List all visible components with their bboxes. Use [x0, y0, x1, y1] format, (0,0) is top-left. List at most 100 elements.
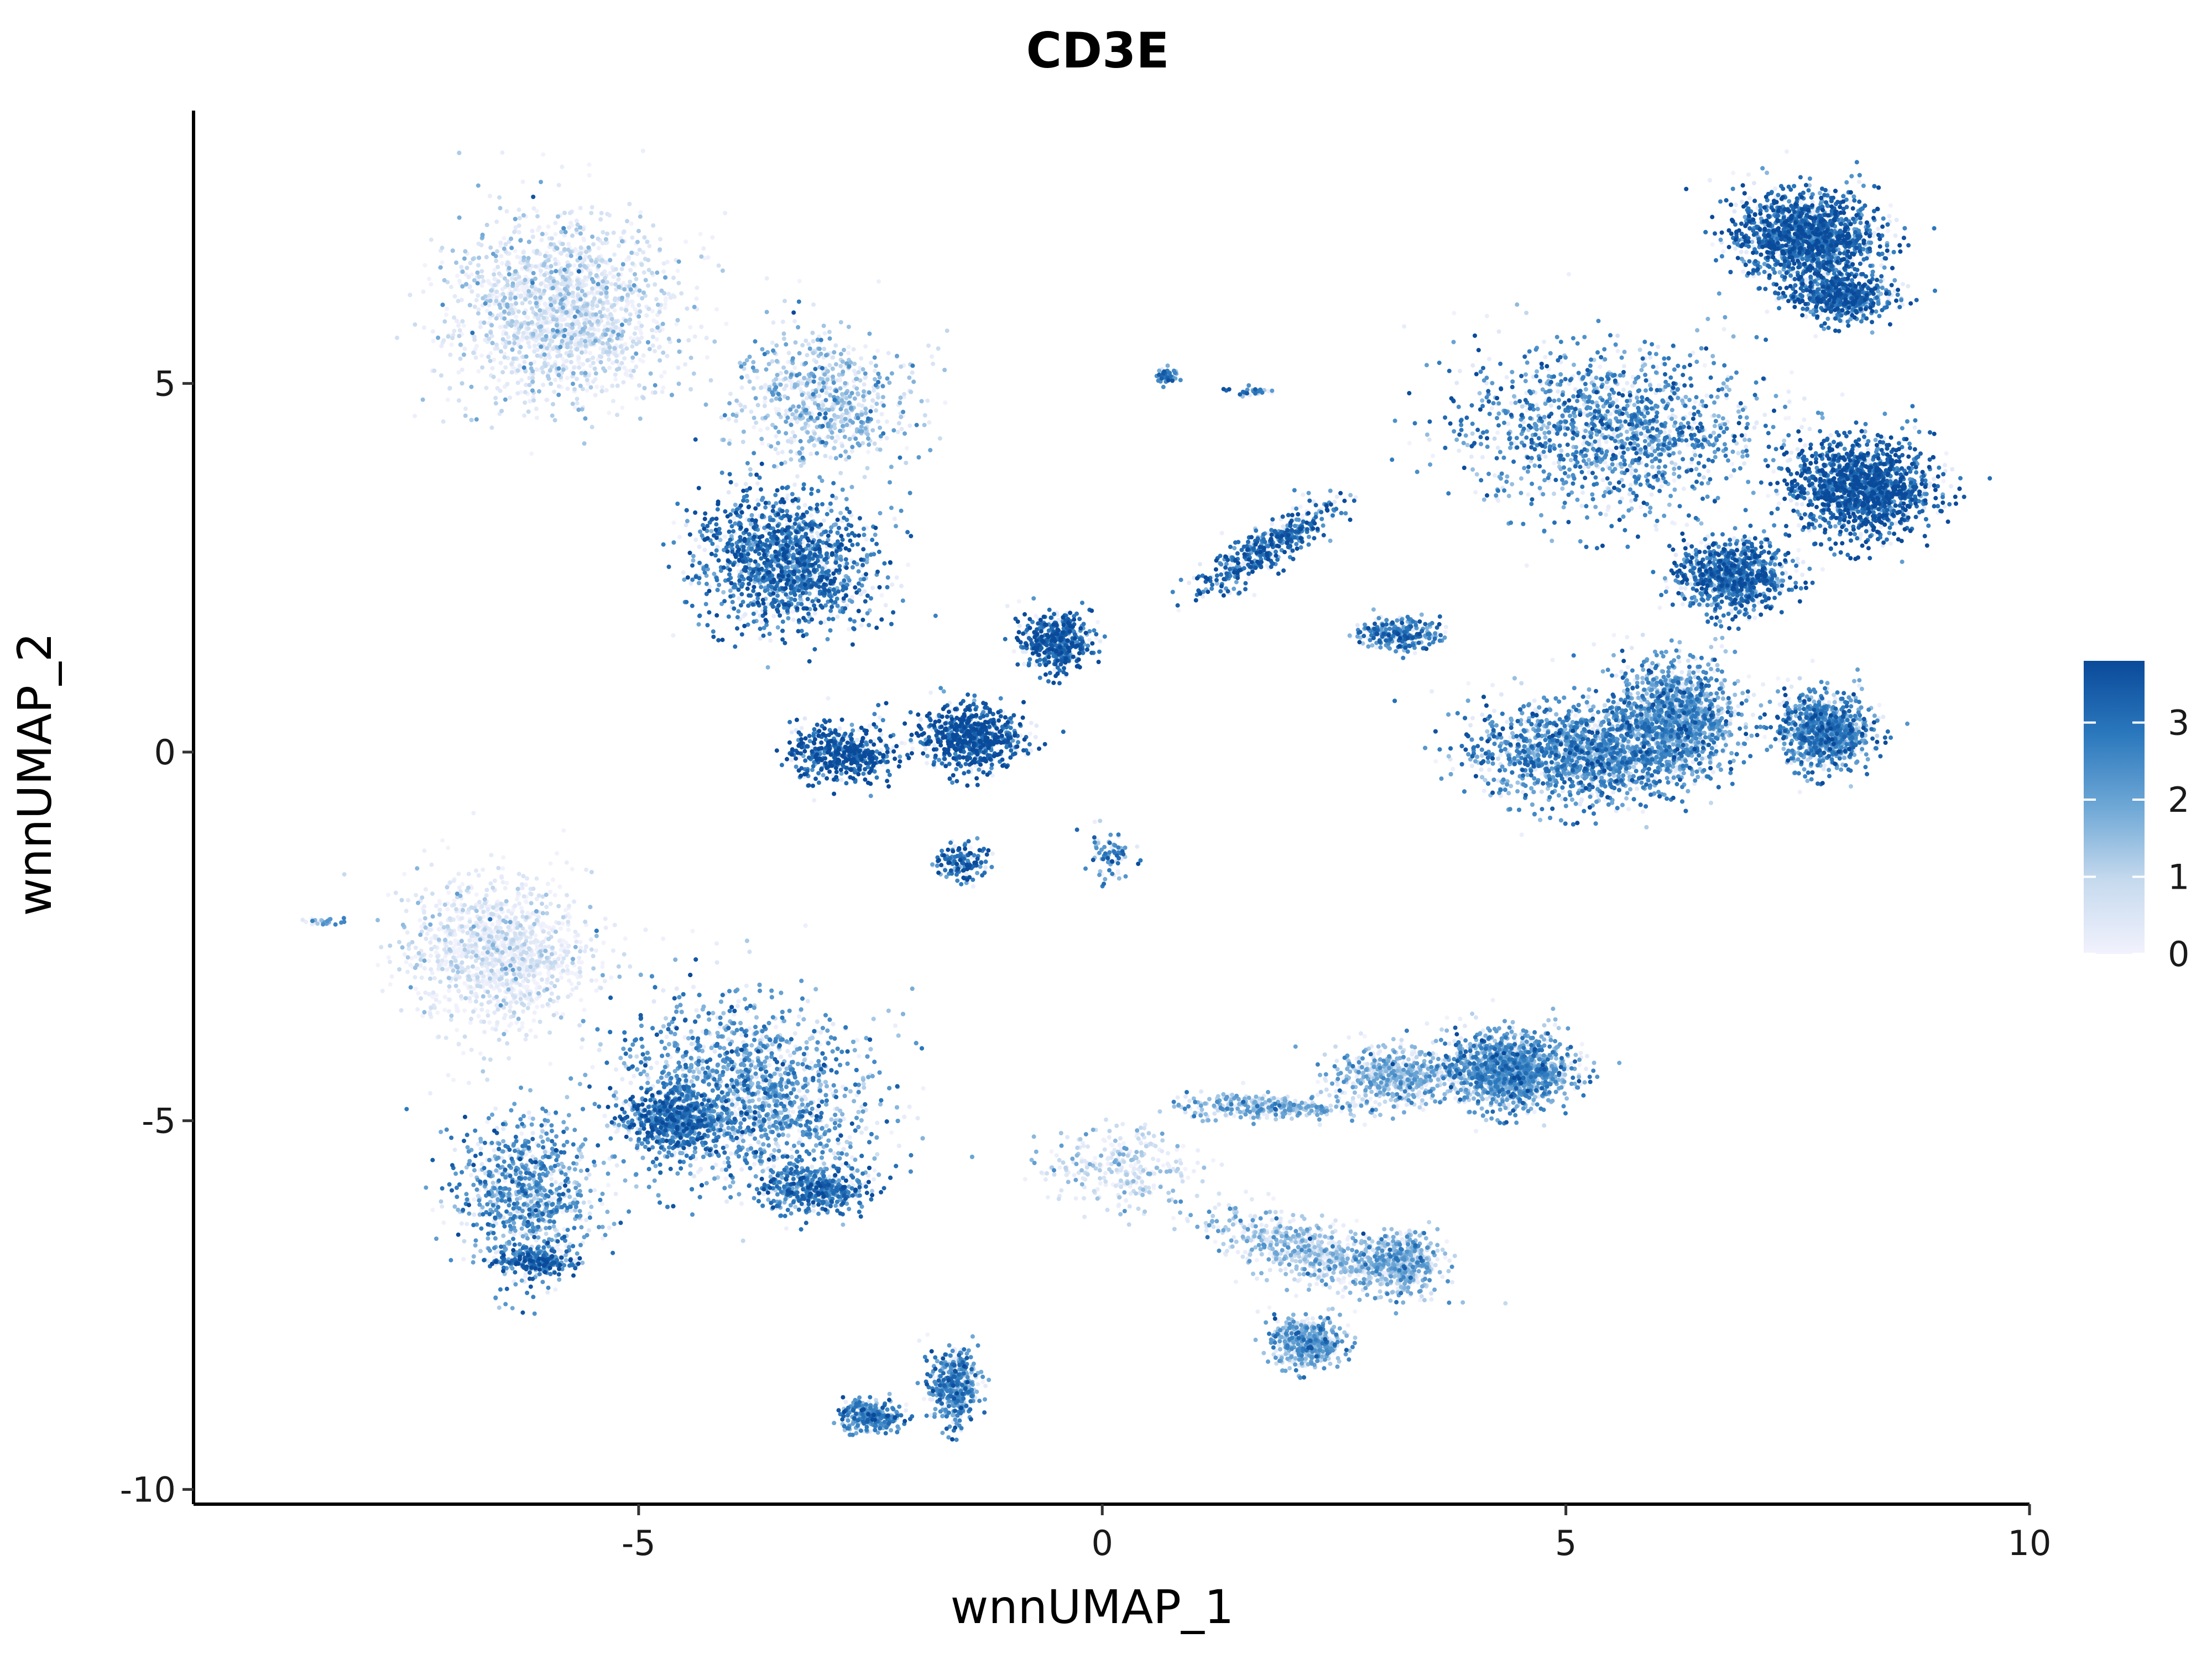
cell-point [429, 953, 433, 958]
cell-point [1888, 204, 1893, 208]
cell-point [624, 372, 628, 376]
cell-point [1049, 1149, 1053, 1154]
cell-point [445, 907, 450, 911]
cell-point [425, 932, 430, 936]
cell-point [828, 1087, 832, 1092]
cell-point [763, 400, 767, 404]
cell-point [1431, 453, 1435, 458]
cell-point [1699, 540, 1704, 545]
cell-point [724, 1177, 728, 1181]
cell-point [502, 236, 506, 241]
cell-point [1347, 1035, 1351, 1040]
cell-point [414, 954, 418, 959]
cell-point [1639, 505, 1643, 509]
cell-point [561, 1209, 565, 1214]
cell-point [515, 255, 519, 259]
cell-point [1668, 429, 1672, 434]
cell-point [809, 1061, 813, 1065]
cell-point [559, 926, 563, 931]
cell-point [1445, 1015, 1449, 1020]
cell-point [416, 991, 421, 995]
cell-point [440, 260, 445, 265]
cell-point [768, 639, 773, 643]
cell-point [422, 848, 426, 853]
cell-point [1363, 1034, 1367, 1039]
cell-point [548, 1062, 552, 1066]
cell-point [1532, 1110, 1537, 1114]
cell-point [1095, 620, 1100, 624]
cell-point [460, 882, 465, 886]
cell-point [1117, 1143, 1121, 1147]
cell-point [676, 269, 680, 273]
cell-point [1684, 523, 1689, 527]
cell-point [760, 620, 764, 624]
cell-point [634, 397, 639, 401]
cell-point [577, 956, 581, 960]
cell-point [723, 534, 727, 539]
cell-point [705, 355, 709, 359]
cell-point [791, 1110, 795, 1114]
cell-point [462, 324, 466, 328]
cell-point [1766, 494, 1770, 498]
cell-point [561, 828, 566, 833]
cell-point [501, 855, 505, 859]
cell-point [630, 304, 635, 308]
cell-point [873, 1168, 877, 1173]
cell-point [661, 385, 666, 390]
cell-point [1244, 1190, 1248, 1194]
cell-point [602, 941, 606, 945]
cell-point [1093, 1156, 1097, 1160]
cell-point [375, 963, 380, 967]
cell-point [758, 428, 763, 432]
cell-point [524, 899, 528, 904]
cell-point [1495, 430, 1500, 435]
cell-point [498, 325, 503, 329]
cell-point [1525, 564, 1529, 568]
cell-point [710, 235, 714, 239]
cell-point [455, 1006, 459, 1010]
cell-point [971, 884, 975, 889]
cell-point [505, 881, 509, 885]
cell-point [622, 366, 627, 370]
cell-point [629, 221, 634, 226]
cell-point [519, 1131, 524, 1136]
cell-point [443, 995, 447, 999]
cell-point [1796, 548, 1801, 552]
cell-point [507, 1024, 512, 1028]
cell-point [418, 918, 422, 922]
cell-point [1798, 790, 1802, 794]
cell-point [553, 232, 557, 236]
cell-point [422, 263, 427, 268]
cell-point [551, 878, 555, 882]
cell-point [524, 883, 528, 887]
cell-point [540, 238, 544, 242]
cell-point [1944, 451, 1949, 456]
cell-point [562, 317, 566, 322]
cell-point [446, 890, 451, 895]
cell-point [1473, 490, 1478, 494]
cell-point [925, 1333, 930, 1337]
cell-point [528, 399, 532, 404]
cell-point [797, 1014, 801, 1019]
cell-point [866, 450, 870, 454]
cell-point [664, 1035, 669, 1039]
cell-point [922, 1397, 926, 1401]
cell-point [1171, 1216, 1176, 1220]
cell-point [1183, 1167, 1187, 1171]
cell-point [577, 960, 581, 964]
cell-point [760, 441, 765, 446]
cell-point [1811, 659, 1815, 663]
cell-point [1017, 599, 1021, 604]
cell-point [546, 225, 551, 229]
cell-point [1704, 394, 1709, 398]
cell-point [1211, 1158, 1215, 1162]
cell-point [1752, 615, 1757, 620]
cell-point [1794, 569, 1798, 573]
cell-point [1022, 662, 1026, 666]
cell-point [823, 331, 827, 336]
cell-point [538, 972, 542, 976]
cell-point [1657, 383, 1661, 388]
cell-point [529, 451, 534, 456]
cell-point [1786, 677, 1790, 682]
cell-point [496, 999, 500, 1004]
